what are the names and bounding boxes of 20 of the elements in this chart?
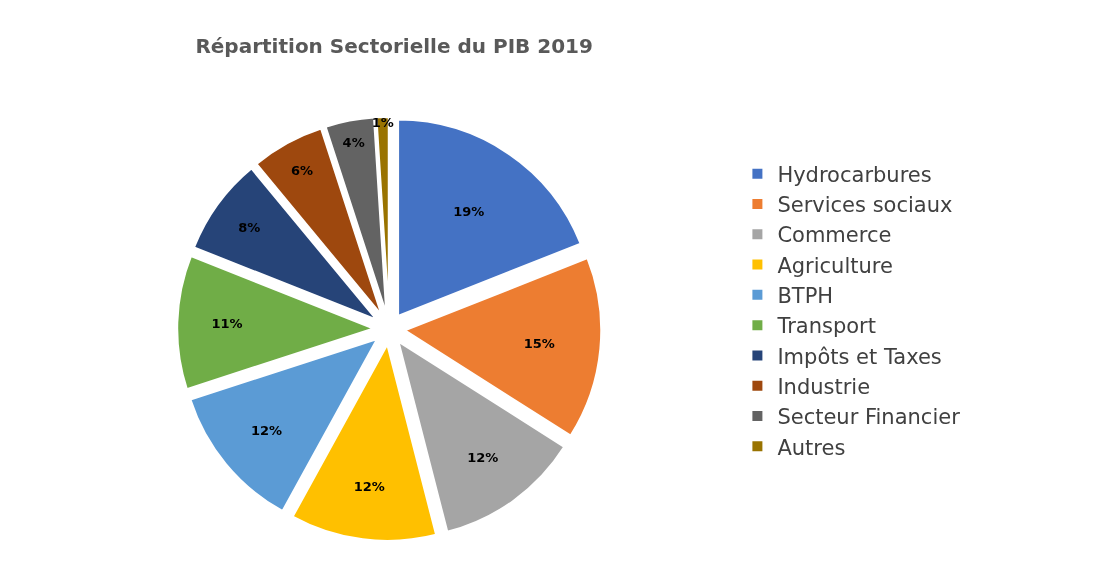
- data-label: 19%: [453, 204, 485, 220]
- data-label: 8%: [238, 219, 261, 235]
- legend-label: Impôts et Taxes: [777, 344, 942, 369]
- data-label: 11%: [211, 316, 243, 332]
- legend-label: Hydrocarbures: [777, 162, 932, 187]
- data-label: 12%: [467, 450, 499, 466]
- data-label: 6%: [290, 162, 314, 178]
- legend-label: Agriculture: [777, 253, 893, 278]
- legend-label: BTPH: [777, 284, 834, 309]
- legend-label: Industrie: [777, 374, 871, 399]
- data-label: 12%: [353, 479, 385, 495]
- legend-label: Secteur Financier: [777, 405, 961, 430]
- legend-label: Transport: [776, 314, 876, 339]
- legend-label: Commerce: [777, 223, 892, 248]
- data-label: 4%: [342, 134, 365, 150]
- legend-label: Services sociaux: [777, 193, 953, 218]
- data-label: 12%: [251, 422, 283, 438]
- data-label: 15%: [523, 335, 555, 351]
- chart-title: Répartition Sectorielle du PIB 2019: [195, 34, 593, 59]
- legend-label: Autres: [777, 435, 846, 460]
